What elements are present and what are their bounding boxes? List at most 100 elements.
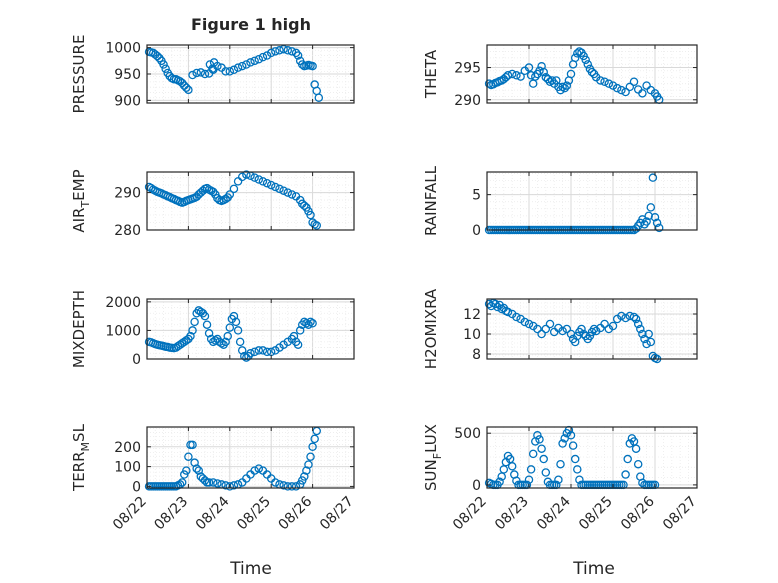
data-point — [570, 53, 580, 63]
data-point — [188, 70, 197, 80]
data-point — [275, 184, 284, 194]
data-point — [644, 329, 653, 339]
y-tick-label: 290 — [454, 93, 481, 109]
data-point — [254, 175, 264, 184]
subplot-theta: 290 295 THETA — [422, 44, 698, 109]
data-point — [271, 47, 280, 56]
data-point — [186, 331, 195, 341]
data-point — [188, 326, 197, 335]
data-point — [524, 475, 534, 484]
data-point — [246, 58, 255, 67]
data-point — [507, 462, 517, 471]
data-point — [297, 60, 307, 69]
data-point — [184, 85, 193, 95]
data-point — [581, 55, 590, 65]
data-point — [642, 81, 651, 90]
data-point — [654, 223, 664, 233]
data-point — [642, 217, 651, 226]
y-tick-label: 200 — [114, 440, 141, 456]
data-point — [200, 311, 210, 321]
data-point — [531, 72, 540, 81]
data-point — [558, 326, 567, 336]
data-point — [484, 79, 494, 88]
data-point — [229, 65, 239, 75]
data-point — [604, 79, 614, 88]
data-point — [306, 210, 315, 220]
y-tick-label: 0 — [472, 223, 481, 239]
data-point — [539, 454, 548, 464]
data-point — [221, 481, 230, 490]
data-point — [198, 186, 208, 195]
data-point — [202, 320, 212, 329]
data-point — [537, 329, 546, 339]
data-point — [621, 87, 630, 97]
y-axis-label: AIRTEMP — [70, 169, 92, 232]
data-point — [190, 458, 199, 467]
y-tick-label: 1000 — [105, 323, 141, 339]
data-point — [205, 60, 215, 69]
data-point — [279, 44, 288, 54]
data-point — [225, 323, 235, 332]
data-point — [177, 478, 187, 487]
data-point — [283, 482, 293, 491]
y-tick-label: 500 — [454, 426, 481, 442]
data-point — [291, 482, 301, 491]
data-point — [262, 347, 272, 357]
data-point — [566, 69, 576, 79]
data-point — [314, 93, 324, 102]
data-point — [484, 299, 494, 309]
data-point — [300, 201, 309, 210]
data-point — [242, 60, 251, 69]
y-tick-label: 1000 — [105, 41, 141, 57]
data-point — [289, 331, 299, 341]
data-point — [648, 173, 658, 182]
data-point — [223, 331, 232, 341]
y-tick-label: 0 — [472, 478, 481, 494]
data-point — [161, 64, 170, 73]
data-point — [545, 319, 555, 329]
y-tick-label: 295 — [454, 61, 481, 77]
data-point — [306, 317, 315, 327]
data-point — [600, 319, 609, 329]
data-point — [524, 319, 534, 329]
data-point — [275, 46, 284, 55]
data-point — [153, 51, 162, 61]
data-point — [617, 85, 626, 95]
data-point — [623, 454, 632, 464]
data-point — [231, 317, 241, 327]
data-point — [221, 337, 230, 347]
data-point — [279, 186, 288, 195]
data-point — [646, 203, 656, 212]
data-point — [254, 54, 264, 64]
data-point — [258, 52, 268, 62]
data-point — [192, 464, 201, 473]
data-point — [208, 187, 218, 197]
subplot-pressure: 900 950 1000 PRESSURE — [70, 35, 355, 113]
data-point — [629, 77, 639, 86]
data-point — [254, 346, 264, 355]
data-point — [196, 68, 206, 77]
data-point — [568, 441, 578, 450]
axes-box — [486, 44, 698, 104]
data-point — [533, 431, 542, 440]
data-point — [202, 183, 212, 193]
data-point — [308, 442, 317, 452]
subplot-mixdepth: 0 1000 2000 MIXDEPTH — [70, 290, 355, 368]
data-point — [562, 81, 572, 90]
data-point — [493, 302, 502, 312]
data-point — [533, 324, 542, 334]
data-point — [652, 218, 662, 228]
data-point — [642, 339, 651, 349]
data-point — [638, 215, 647, 224]
data-point — [293, 340, 303, 349]
data-point — [562, 324, 572, 334]
data-point — [208, 478, 218, 487]
subplot-h2omixra: 8 10 12 H2OMIXRA — [422, 288, 698, 369]
data-point — [583, 60, 593, 69]
x-axis-label-left: Time — [229, 559, 272, 579]
data-point — [617, 311, 626, 321]
data-point — [159, 60, 168, 69]
data-point — [621, 470, 630, 479]
subplot-air-temp: 280 290 AIRTEMP — [70, 169, 355, 239]
